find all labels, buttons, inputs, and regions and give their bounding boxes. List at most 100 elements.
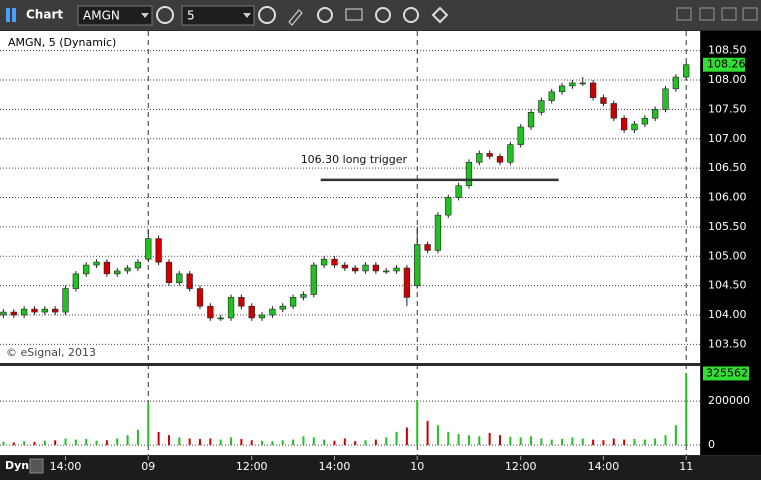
candle-body [610,103,617,119]
volume-bar [685,373,688,446]
volume-bar [292,439,295,446]
y-tick-label: 106.00 [708,191,747,204]
volume-bar [167,435,170,446]
candle-body [414,244,421,286]
candle-body [20,308,28,316]
dropdown-arrow[interactable] [141,13,149,18]
candle-body [331,258,338,266]
window-button[interactable] [721,7,737,21]
price-axis [701,31,761,455]
x-tick-label: 09 [141,460,155,473]
volume-bar [374,439,377,446]
play-button[interactable] [375,7,391,23]
volume-bar [592,439,595,446]
symbol-input[interactable] [77,5,153,26]
window-title: Chart [26,8,63,22]
candle-body [165,261,173,283]
candle-body [600,97,607,104]
x-tick-label: 14:00 [588,460,620,473]
x-tick-label: 11 [679,460,693,473]
volume-bar [354,441,357,446]
x-tick-label: 10 [410,460,424,473]
candle-body [558,85,566,93]
candle-body [517,126,524,145]
app-icon [12,8,16,22]
volume-bar [199,438,201,446]
draw-button[interactable] [288,9,303,26]
volume-bar [105,440,108,446]
candle-body [548,91,555,101]
volume-bar [116,438,119,446]
candle-body [372,264,380,272]
volume-bar [633,438,636,446]
refresh-button[interactable] [317,7,333,23]
candle-body [310,264,317,295]
candle-body [134,261,142,269]
volume-bar [250,440,253,446]
volume-bar [436,425,439,446]
volume-bar [499,435,501,446]
volume-bar [612,438,615,446]
interval-text: 5 [187,9,195,23]
candle-body [641,117,648,125]
volume-bar [23,441,26,446]
volume-bar [571,437,574,446]
volume-bar [12,442,15,446]
template-button[interactable] [345,8,363,21]
time-axis [0,456,761,480]
volume-bar [2,441,5,446]
candle-body [145,238,152,260]
y-tick-label: 105.50 [708,220,747,233]
candle-body [683,64,690,78]
volume-bar [178,437,181,446]
volume-bar [385,437,388,446]
last-volume-box [703,366,749,381]
volume-bar [405,427,408,446]
volume-bar [230,437,233,446]
candle-body [31,308,38,313]
candle-body [207,305,214,319]
candle-body [496,156,504,163]
candle-body [662,88,669,110]
x-tick-label: 14:00 [50,460,82,473]
candle-body [217,317,224,320]
volume-bar [623,439,626,446]
volume-bar [478,436,481,446]
copyright: © eSignal, 2013 [6,346,96,359]
dropdown-arrow[interactable] [243,13,251,18]
volume-bar [219,439,222,446]
volume-bar [343,438,346,446]
candle-body [248,305,255,319]
candle-body [486,153,493,157]
candle-body [579,82,586,85]
window-button[interactable] [742,7,758,21]
time-button[interactable] [258,6,276,24]
settings-button[interactable] [156,6,174,24]
volume-bar [43,440,46,446]
candle-body [320,258,328,266]
candle-body [289,297,297,307]
window-button[interactable] [699,7,715,21]
volume-bar [147,403,150,446]
interval-input[interactable] [181,5,255,26]
lock-button[interactable] [29,458,44,474]
alert-button[interactable] [403,7,419,23]
volume-bar [54,440,57,446]
candle-body [124,267,131,272]
symbol-text: AMGN [83,9,120,23]
last-price-label: 108.26 [707,58,746,71]
volume-bar [126,435,129,446]
last-volume-label: 325562 [706,366,748,379]
volume-bar [240,438,243,446]
y-tick-label: 106.50 [708,161,747,174]
chart-title: AMGN, 5 (Dynamic) [8,36,116,49]
window-button[interactable] [676,7,692,21]
last-price-box [703,57,745,72]
candle-body [10,311,17,316]
volume-bar [674,425,677,446]
link-button[interactable] [431,6,449,24]
candle-body [362,264,369,272]
candle-body [41,308,48,313]
candle-body [269,308,276,316]
